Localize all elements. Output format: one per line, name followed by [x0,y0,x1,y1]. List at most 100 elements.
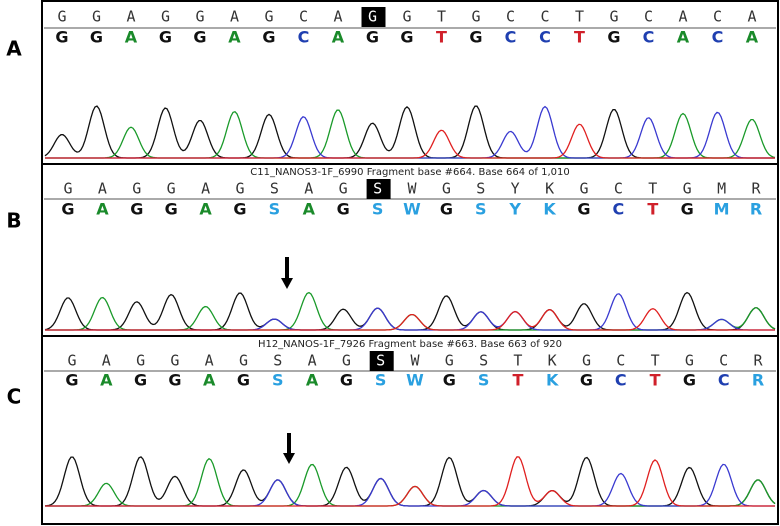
panel-label: C [7,385,22,409]
called-base: K [548,352,557,370]
called-base: A [201,180,210,198]
called-base: G [471,8,480,26]
base-call: T [574,28,585,47]
base-call: G [237,371,250,390]
called-base: C [616,352,625,370]
frame [41,0,779,525]
base-call: G [61,200,74,219]
called-base: R [753,352,763,370]
called-base: S [270,180,279,198]
called-base: G [442,180,451,198]
base-call: G [159,28,172,47]
base-call: C [643,28,655,47]
called-base: T [648,180,657,198]
called-base: G [161,8,170,26]
called-base: A [98,180,107,198]
called-base: A [308,352,317,370]
base-call: A [306,371,319,390]
called-base: G [339,180,348,198]
called-base: G [63,180,72,198]
called-base: G [136,352,145,370]
called-base: S [273,352,282,370]
trace-caption: C11_NANOS3-1F_6990 Fragment base #664. B… [250,167,569,178]
base-call: W [403,200,421,219]
trace-caption: H12_NANOS-1F_7926 Fragment base #663. Ba… [258,339,562,350]
base-call: G [469,28,482,47]
base-call: G [168,371,181,390]
base-call: G [90,28,103,47]
called-base: T [651,352,660,370]
called-base: W [407,180,417,198]
arrow [283,433,295,464]
base-call: R [750,200,762,219]
base-call: S [475,200,487,219]
called-base: Y [511,180,520,198]
base-call: G [134,371,147,390]
base-call: K [543,200,556,219]
called-base: G [685,352,694,370]
called-base: T [575,8,584,26]
called-base: S [376,352,385,370]
called-base: G [239,352,248,370]
base-call: T [512,371,523,390]
called-base: G [67,352,76,370]
base-call: G [233,200,246,219]
arrow [281,257,293,289]
base-call: C [718,371,730,390]
base-call: G [440,200,453,219]
base-call: S [272,371,284,390]
called-base: G [92,8,101,26]
called-base: G [170,352,179,370]
cursor-highlight [369,351,394,371]
called-base: G [235,180,244,198]
called-base: G [609,8,618,26]
panel-label: A [6,37,22,61]
called-base: G [132,180,141,198]
base-call: C [298,28,310,47]
called-base: A [747,8,756,26]
called-base: G [582,352,591,370]
base-call: A [203,371,216,390]
base-call: S [372,200,384,219]
base-call: A [228,28,241,47]
trace [45,123,775,159]
called-base: C [614,180,623,198]
called-base: T [437,8,446,26]
base-call: G [55,28,68,47]
called-base: G [195,8,204,26]
base-call: G [165,200,178,219]
base-call: T [650,371,661,390]
called-base: M [717,180,726,198]
base-call: G [262,28,275,47]
called-base: G [264,8,273,26]
called-base: G [402,8,411,26]
called-base: A [304,180,313,198]
base-call: A [332,28,345,47]
called-base: C [299,8,308,26]
called-base: G [683,180,692,198]
base-call: C [539,28,551,47]
base-call: M [714,200,730,219]
base-call: A [677,28,690,47]
base-call: A [100,371,113,390]
base-call: A [746,28,759,47]
called-base: C [540,8,549,26]
base-call: C [615,371,627,390]
called-base: A [678,8,687,26]
base-call: S [478,371,490,390]
base-call: G [337,200,350,219]
base-call: A [199,200,212,219]
called-base: G [342,352,351,370]
base-call: A [125,28,138,47]
base-call: W [406,371,424,390]
base-call: T [647,200,658,219]
trace [45,308,775,331]
called-base: G [368,8,377,26]
base-call: G [340,371,353,390]
called-base: G [445,352,454,370]
called-base: R [751,180,761,198]
called-base: S [479,352,488,370]
trace [45,456,775,507]
called-base: C [719,352,728,370]
base-call: G [130,200,143,219]
